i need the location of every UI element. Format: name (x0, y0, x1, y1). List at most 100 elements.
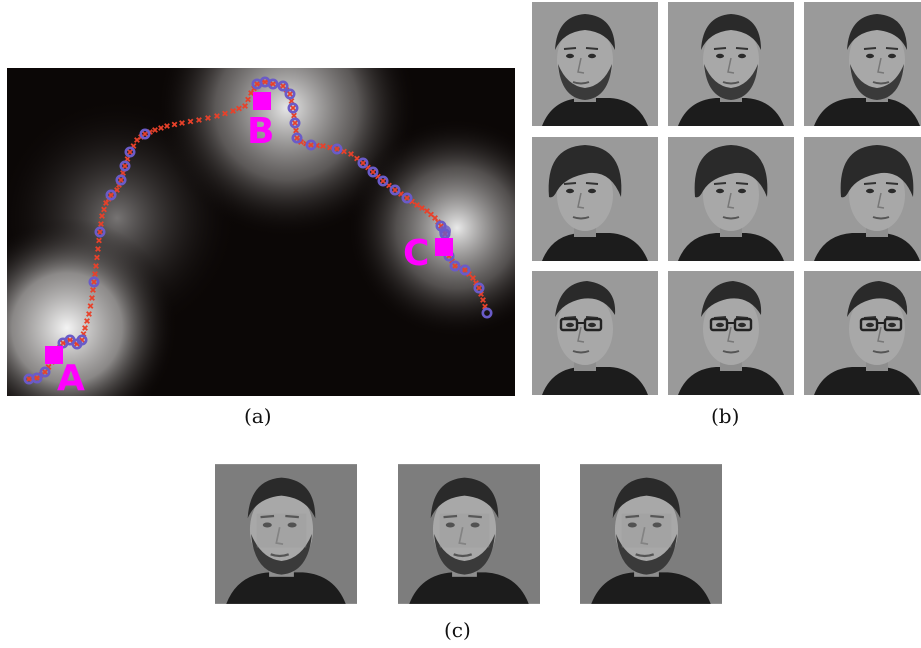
face-grid-row2-front-image (668, 137, 794, 261)
trajectory-cross-point (462, 267, 468, 273)
trajectory-circle-point (367, 166, 379, 178)
trajectory-cross-point (114, 187, 120, 193)
reconstructed-face-3-image (580, 461, 722, 607)
trajectory-cross-point (152, 127, 158, 133)
trajectory-cross-point (86, 311, 92, 317)
trajectory-cross-point (452, 263, 458, 269)
trajectory-circle-point (331, 143, 343, 155)
trajectory-cross-point (380, 178, 386, 184)
trajectory-cross-point (287, 91, 293, 97)
trajectory-cross-point (158, 125, 164, 131)
marker-a-square (45, 346, 63, 364)
trajectory-cross-point (222, 110, 228, 117)
marker-c-label: C (403, 233, 429, 274)
trajectory-circle-point (287, 102, 299, 114)
trajectory-cross-point (91, 279, 97, 285)
trajectory-cross-point (291, 112, 297, 119)
trajectory-cross-point (99, 213, 105, 219)
trajectory-cross-point (124, 156, 131, 162)
face-grid-row1-right-image (804, 2, 921, 126)
trajectory-cross-point (262, 79, 268, 85)
trajectory-circle-point (115, 174, 127, 186)
trajectory-cross-point (89, 295, 95, 301)
trajectory-circle-point (267, 78, 279, 90)
trajectory-cross-point (308, 142, 314, 148)
face-grid-row1-left-image (532, 2, 658, 126)
trajectory-cross-point (242, 103, 248, 109)
trajectory-cross-point (341, 148, 347, 155)
trajectory-cross-point (95, 246, 101, 252)
trajectory-cross-point (67, 337, 73, 343)
trajectory-cross-point (42, 369, 48, 375)
trajectory-cross-point (171, 121, 178, 128)
trajectory-circle-point (305, 139, 317, 151)
trajectory-cross-point (270, 81, 276, 87)
trajectory-cross-point (122, 163, 128, 169)
trajectory-circle-point (88, 276, 100, 288)
trajectory-cross-point (419, 205, 425, 211)
trajectory-circle-point (291, 132, 303, 144)
trajectory-cross-point (370, 169, 376, 175)
trajectory-circle-point (481, 307, 493, 319)
caption-a: (a) (244, 404, 272, 428)
trajectory-cross-point (414, 202, 420, 208)
trajectory-cross-point (164, 123, 170, 129)
caption-b: (b) (711, 404, 740, 428)
trajectory-cross-point (90, 287, 96, 293)
trajectory-cross-point (84, 318, 90, 324)
trajectory-cross-point (392, 187, 398, 193)
trajectory-cross-point (103, 200, 109, 206)
trajectory-cross-point (98, 221, 104, 227)
face-grid-row3-front-image (668, 271, 794, 395)
face-grid-row1-front-image (668, 2, 794, 126)
trajectory-cross-point (360, 160, 366, 166)
trajectory-cross-point (179, 120, 185, 126)
trajectory-cross-point (60, 340, 66, 346)
caption-c: (c) (444, 618, 471, 642)
trajectory-cross-point (142, 131, 148, 137)
trajectory-cross-point (93, 263, 99, 269)
trajectory-circle-point (31, 372, 43, 384)
trajectory-cross-point (248, 90, 254, 96)
marker-b-label: B (247, 111, 274, 152)
trajectory-circle-point (289, 117, 301, 129)
trajectory-cross-point (97, 229, 103, 235)
trajectory-cross-point (214, 113, 220, 119)
trajectory-circle-point (94, 226, 106, 238)
trajectory-circle-point (357, 157, 369, 169)
trajectory-cross-point (205, 115, 211, 121)
trajectory-cross-point (92, 271, 98, 277)
face-grid-row2-left-image (532, 137, 658, 261)
trajectory-circle-point (449, 260, 461, 272)
trajectory-cross-point (480, 297, 486, 303)
trajectory-cross-point (292, 120, 298, 126)
trajectory-circle-point (401, 192, 413, 204)
trajectory-cross-point (290, 105, 296, 111)
trajectory-circle-point (124, 146, 136, 158)
trajectory-cross-point (196, 117, 202, 123)
trajectory-circle-point (473, 282, 485, 294)
trajectory-cross-point (96, 237, 102, 244)
trajectory-circle-point (105, 189, 117, 201)
trajectory-cross-point (348, 151, 354, 157)
trajectory-cross-point (187, 118, 194, 125)
marker-a-label: A (57, 358, 85, 396)
face-grid-row2-right-image (804, 137, 921, 261)
trajectory-cross-point (101, 206, 107, 213)
trajectory-cross-point (320, 143, 326, 149)
trajectory-circle-point (389, 184, 401, 196)
face-grid-row3-left-image (532, 271, 658, 395)
trajectory-circle-point (459, 264, 471, 276)
trajectory-cross-point (293, 127, 299, 134)
trajectory-cross-point (470, 275, 476, 281)
trajectory-cross-point (404, 195, 410, 201)
trajectory-cross-point (245, 96, 251, 103)
trajectory-cross-point (254, 81, 260, 87)
trajectory-circle-point (139, 128, 151, 140)
trajectory-circle-point (284, 88, 296, 100)
face-grid-row3-right-image (804, 271, 921, 395)
trajectory-circle-point (377, 175, 389, 187)
trajectory-cross-point (118, 177, 124, 183)
trajectory-circle-point (76, 334, 88, 346)
reconstructed-face-1-image (215, 461, 357, 607)
